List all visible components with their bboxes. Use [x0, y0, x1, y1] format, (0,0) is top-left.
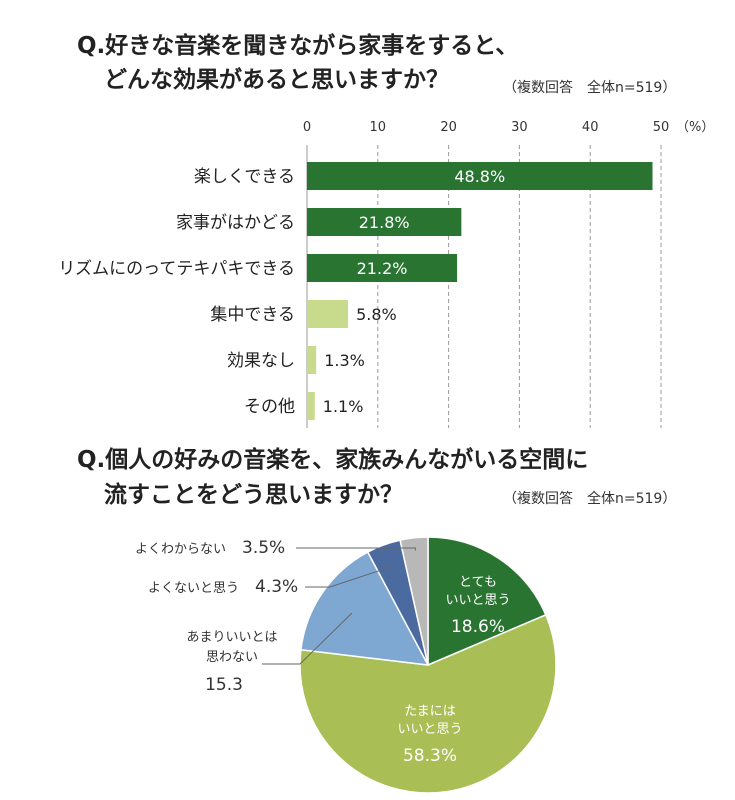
category-label: 効果なし	[227, 351, 295, 371]
category-label: その他	[244, 397, 295, 417]
x-tick-label: 20	[440, 120, 457, 135]
pie-slice	[427, 536, 547, 667]
bar	[307, 162, 653, 190]
q1-unit-label: （%）	[676, 120, 714, 135]
q2-sample-note: （複数回答 全体n=519）	[503, 490, 676, 507]
bar	[307, 392, 315, 420]
slice-label: あまりいいとは	[186, 630, 277, 645]
slice-label: いいと思う	[397, 722, 462, 737]
q2-title-line1: Q.個人の好みの音楽を、家族みんながいる空間に	[77, 446, 588, 473]
x-tick-label: 30	[511, 120, 528, 135]
bar-chart: 0 10 20 30 40 50 楽しくできる 48.8% 家事がはかどる 21.8% リズムにのっ…	[58, 120, 669, 428]
slice-value: 58.3%	[403, 746, 457, 766]
bar-value-label: 5.8%	[356, 305, 397, 324]
x-tick-label: 50	[653, 120, 670, 135]
bar	[307, 346, 317, 374]
x-tick-label: 40	[582, 120, 599, 135]
bar-value-label: 1.1%	[323, 397, 364, 416]
bar-value-label: 21.8%	[359, 213, 410, 232]
category-label: 家事がはかどる	[176, 213, 295, 233]
slice-value: 18.6%	[451, 617, 505, 637]
slice-value: 3.5%	[242, 538, 285, 558]
bar	[307, 254, 458, 282]
bar	[307, 208, 462, 236]
q1-title-line2: どんな効果があると思いますか？	[104, 66, 449, 93]
x-tick-label: 10	[370, 120, 387, 135]
x-tick-label: 0	[303, 120, 311, 135]
leader-line	[262, 612, 353, 665]
slice-label: 思わない	[206, 650, 258, 665]
slice-label: とても	[459, 575, 497, 590]
pie-slice	[299, 613, 557, 794]
bar-value-label: 21.2%	[357, 259, 408, 278]
bar-value-label: 1.3%	[324, 351, 365, 370]
bar	[307, 300, 349, 328]
pie-slice	[399, 536, 429, 666]
pie-slice	[300, 551, 430, 666]
slice-label: いいと思う	[445, 593, 510, 608]
category-label: 楽しくできる	[194, 167, 295, 187]
category-label: リズムにのってテキパキできる	[58, 259, 295, 279]
q1-title-line1: Q.好きな音楽を聞きながら家事をすると、	[77, 32, 518, 59]
leader-line	[296, 547, 416, 551]
pie-chart: とてもいいと思う18.6%たまにはいいと思う58.3%あまりいいとは思わない15…	[135, 536, 557, 794]
slice-label: よくわからない	[135, 542, 226, 557]
slice-label: たまには	[404, 704, 456, 719]
category-label: 集中できる	[210, 305, 295, 325]
leader-line	[305, 566, 392, 588]
slice-value: 15.3	[205, 675, 243, 695]
bar-value-label: 48.8%	[454, 167, 505, 186]
slice-label: よくないと思う	[148, 581, 239, 596]
q2-title-line2: 流すことをどう思いますか？	[104, 481, 403, 508]
slice-value: 4.3%	[255, 577, 298, 597]
q1-sample-note: （複数回答 全体n=519）	[503, 79, 676, 96]
